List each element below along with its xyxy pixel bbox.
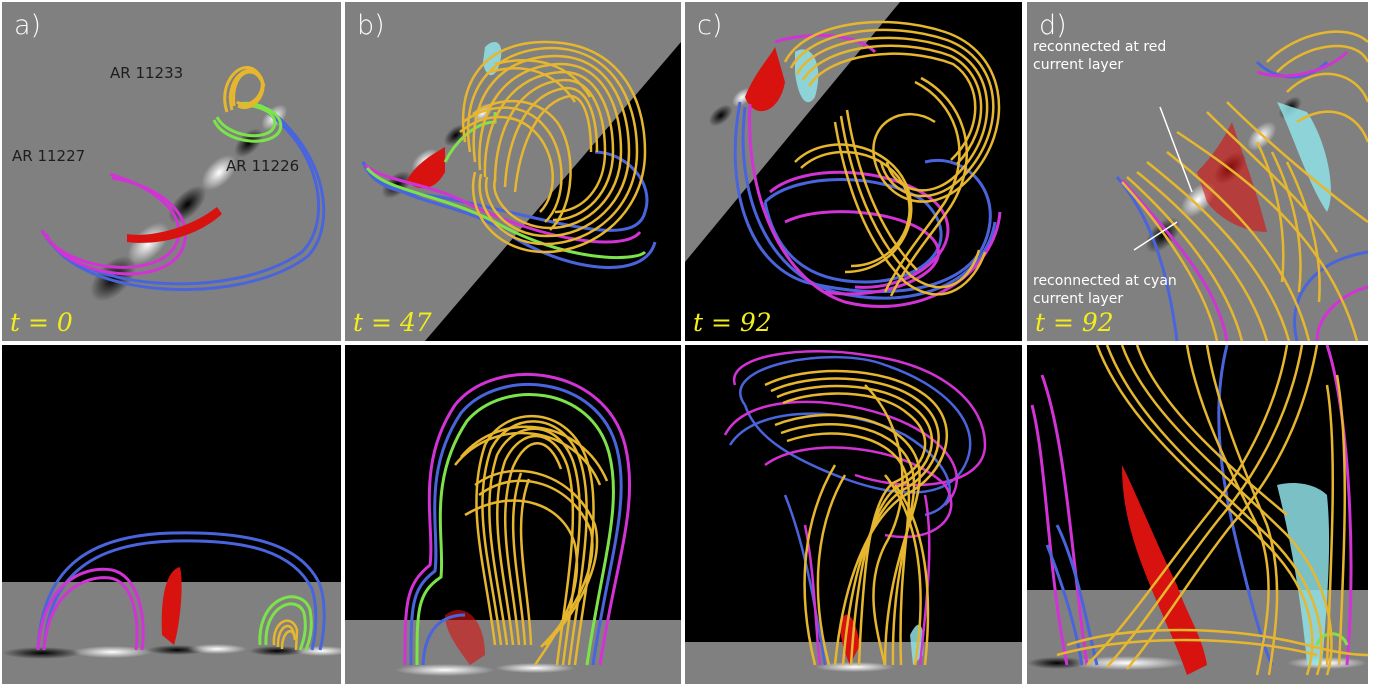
panel-d-bottom	[1027, 345, 1368, 684]
panel-c-top-image	[685, 2, 1022, 341]
panel-d-bottom-image	[1027, 345, 1368, 684]
panel-b-top-image	[345, 2, 681, 341]
panel-c-bottom-image	[685, 345, 1022, 684]
panel-c-top: c) t = 92	[685, 2, 1022, 341]
panel-b-bottom	[345, 345, 681, 684]
panel-a-label: a)	[14, 10, 42, 41]
note-cyan-text: reconnected at cyan current layer	[1033, 273, 1177, 307]
panel-a-top-image	[2, 2, 341, 341]
panel-d-top-image	[1027, 2, 1368, 341]
panel-c-time: t = 92	[693, 308, 772, 337]
panel-a-time: t = 0	[10, 308, 73, 337]
ar-11227-label: AR 11227	[12, 147, 86, 165]
panel-d-time: t = 92	[1035, 308, 1114, 337]
panel-a-bottom	[2, 345, 341, 684]
note-cyan-current-layer: reconnected at cyan current layer	[1033, 272, 1213, 308]
panel-d-label: d)	[1039, 10, 1067, 41]
panel-b-top: b) t = 47	[345, 2, 681, 341]
ar-11226-label: AR 11226	[226, 157, 300, 175]
panel-b-label: b)	[357, 10, 385, 41]
ar-11233-label: AR 11233	[110, 64, 184, 82]
panel-a-bottom-image	[2, 345, 341, 684]
panel-c-bottom	[685, 345, 1022, 684]
note-red-text: reconnected at red current layer	[1033, 39, 1167, 73]
panel-a-top: a) AR 11233 AR 11227 AR 11226 t = 0	[2, 2, 341, 341]
note-red-current-layer: reconnected at red current layer	[1033, 38, 1213, 74]
panel-b-time: t = 47	[353, 308, 432, 337]
panel-b-bottom-image	[345, 345, 681, 684]
panel-d-top: d) reconnected at red current layer reco…	[1027, 2, 1368, 341]
panel-c-label: c)	[697, 10, 723, 41]
